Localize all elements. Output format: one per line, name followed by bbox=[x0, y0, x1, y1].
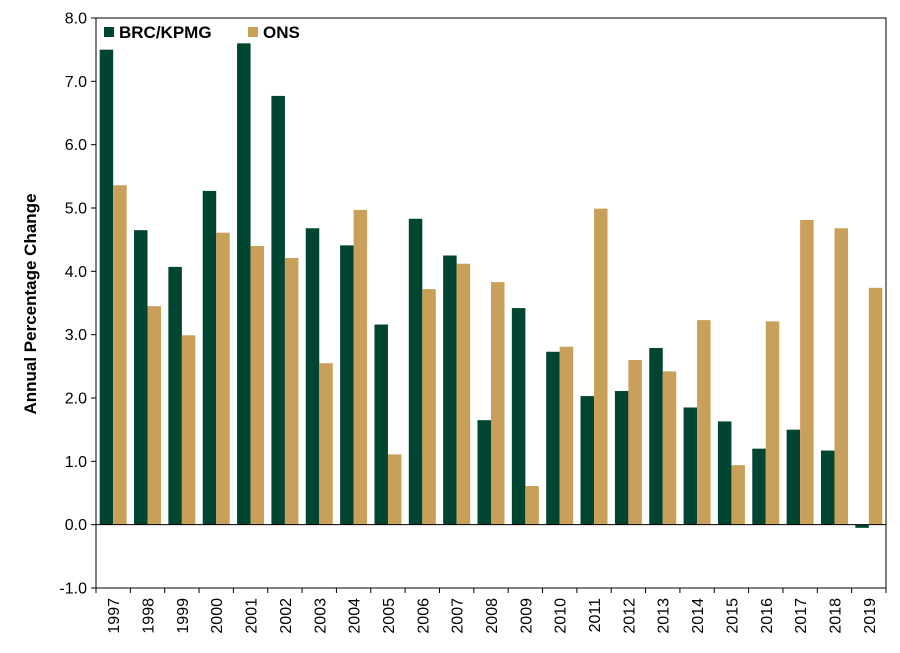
y-tick-label: 0.0 bbox=[65, 517, 87, 534]
bar-ons-1998 bbox=[147, 306, 162, 525]
x-tick-label: 2002 bbox=[278, 598, 295, 634]
bar-brc-kpmg-2007 bbox=[443, 255, 457, 525]
bar-brc-kpmg-2000 bbox=[202, 190, 217, 525]
bar-ons-2017 bbox=[800, 220, 814, 525]
x-tick-label: 1998 bbox=[141, 598, 158, 634]
x-tick-label: 2009 bbox=[518, 598, 535, 634]
y-tick-label: 7.0 bbox=[65, 74, 87, 91]
x-axis-ticks: 1997 1998 1999 2000 2001 2002 2003 2004 2005 2006… bbox=[95, 588, 887, 634]
bar-brc-kpmg-2003 bbox=[305, 228, 320, 525]
bar-brc-kpmg-2012 bbox=[614, 391, 629, 525]
x-tick-label: 1997 bbox=[106, 598, 123, 634]
bar-brc-kpmg-2018 bbox=[820, 450, 835, 525]
bar-brc-kpmg-2006 bbox=[408, 218, 423, 525]
y-axis-title: Annual Percentage Change bbox=[21, 193, 40, 414]
legend-swatch-ons bbox=[248, 27, 258, 37]
bar-brc-kpmg-2011 bbox=[580, 396, 595, 525]
x-tick-label: 2014 bbox=[690, 598, 707, 634]
x-tick-label: 2010 bbox=[553, 598, 570, 634]
bar-brc-kpmg-2013 bbox=[649, 347, 663, 525]
x-tick-label: 2019 bbox=[862, 598, 879, 634]
bar-brc-kpmg-1999 bbox=[168, 266, 182, 525]
y-tick-label: -1.0 bbox=[59, 581, 87, 598]
bar-brc-kpmg-2019 bbox=[855, 524, 869, 528]
bar-brc-kpmg-2005 bbox=[374, 324, 388, 525]
x-tick-label: 2006 bbox=[415, 598, 432, 634]
bar-ons-2002 bbox=[284, 258, 299, 525]
bar-brc-kpmg-2009 bbox=[511, 308, 526, 525]
bar-ons-2000 bbox=[216, 232, 230, 525]
bar-ons-1997 bbox=[113, 185, 127, 525]
y-tick-label: 3.0 bbox=[65, 327, 87, 344]
x-tick-label: 2016 bbox=[759, 598, 776, 634]
bar-ons-2004 bbox=[353, 209, 368, 525]
y-tick-label: 1.0 bbox=[65, 454, 87, 471]
x-tick-label: 2015 bbox=[724, 598, 741, 634]
legend-label-ons: ONS bbox=[263, 23, 300, 42]
bar-brc-kpmg-2001 bbox=[237, 43, 251, 525]
bar-ons-2015 bbox=[731, 465, 745, 525]
y-tick-label: 4.0 bbox=[65, 264, 87, 281]
y-axis-ticks: -1.0 0.0 1.0 2.0 3.0 4.0 5.0 6.0 7.0 8.0 bbox=[59, 11, 96, 598]
x-tick-label: 2012 bbox=[621, 598, 638, 634]
bar-brc-kpmg-2014 bbox=[683, 407, 698, 525]
bar-ons-2006 bbox=[422, 289, 436, 525]
bar-brc-kpmg-2004 bbox=[340, 245, 354, 525]
x-tick-label: 2018 bbox=[827, 598, 844, 634]
x-tick-label: 2007 bbox=[450, 598, 467, 634]
bar-ons-2011 bbox=[594, 208, 608, 525]
bar-brc-kpmg-2017 bbox=[786, 429, 801, 525]
bar-ons-2012 bbox=[628, 360, 642, 525]
x-tick-label: 2005 bbox=[381, 598, 398, 634]
plot-frame bbox=[95, 17, 887, 589]
bar-ons-2008 bbox=[491, 282, 505, 525]
x-tick-label: 2017 bbox=[793, 598, 810, 634]
bar-brc-kpmg-2002 bbox=[271, 95, 285, 525]
x-tick-label: 2013 bbox=[656, 598, 673, 634]
bar-brc-kpmg-1998 bbox=[134, 230, 148, 525]
x-tick-label: 1999 bbox=[175, 598, 192, 634]
bar-ons-2016 bbox=[765, 321, 780, 525]
bar-ons-2018 bbox=[834, 228, 848, 525]
legend-swatch-brc-kpmg bbox=[104, 27, 114, 37]
legend: BRC/KPMG ONS bbox=[104, 23, 300, 42]
bar-ons-1999 bbox=[181, 335, 196, 525]
legend-label-brc-kpmg: BRC/KPMG bbox=[119, 23, 212, 42]
y-tick-label: 2.0 bbox=[65, 391, 87, 408]
bar-brc-kpmg-2010 bbox=[546, 351, 560, 525]
x-tick-label: 2001 bbox=[244, 598, 261, 634]
bar-brc-kpmg-2016 bbox=[752, 448, 766, 525]
x-tick-label: 2003 bbox=[312, 598, 329, 634]
bar-ons-2010 bbox=[559, 346, 574, 525]
bar-brc-kpmg-2008 bbox=[477, 420, 491, 525]
bar-brc-kpmg-2015 bbox=[717, 421, 732, 525]
bar-ons-2003 bbox=[319, 363, 333, 525]
y-tick-label: 6.0 bbox=[65, 137, 87, 154]
plot-frame-group bbox=[95, 17, 887, 589]
bar-ons-2014 bbox=[697, 320, 711, 525]
x-tick-label: 2004 bbox=[347, 598, 364, 634]
x-tick-label: 2011 bbox=[587, 598, 604, 633]
x-tick-label: 2000 bbox=[209, 598, 226, 634]
bar-ons-2009 bbox=[525, 486, 539, 525]
x-tick-label: 2008 bbox=[484, 598, 501, 634]
bar-ons-2007 bbox=[456, 263, 471, 525]
bar-ons-2001 bbox=[250, 246, 265, 525]
y-tick-label: 8.0 bbox=[65, 11, 87, 28]
bar-ons-2005 bbox=[387, 454, 402, 525]
bar-brc-kpmg-1997 bbox=[99, 49, 114, 525]
bars-group bbox=[99, 43, 883, 528]
bar-ons-2019 bbox=[868, 287, 883, 525]
y-tick-label: 5.0 bbox=[65, 201, 87, 218]
bar-ons-2013 bbox=[662, 371, 677, 525]
